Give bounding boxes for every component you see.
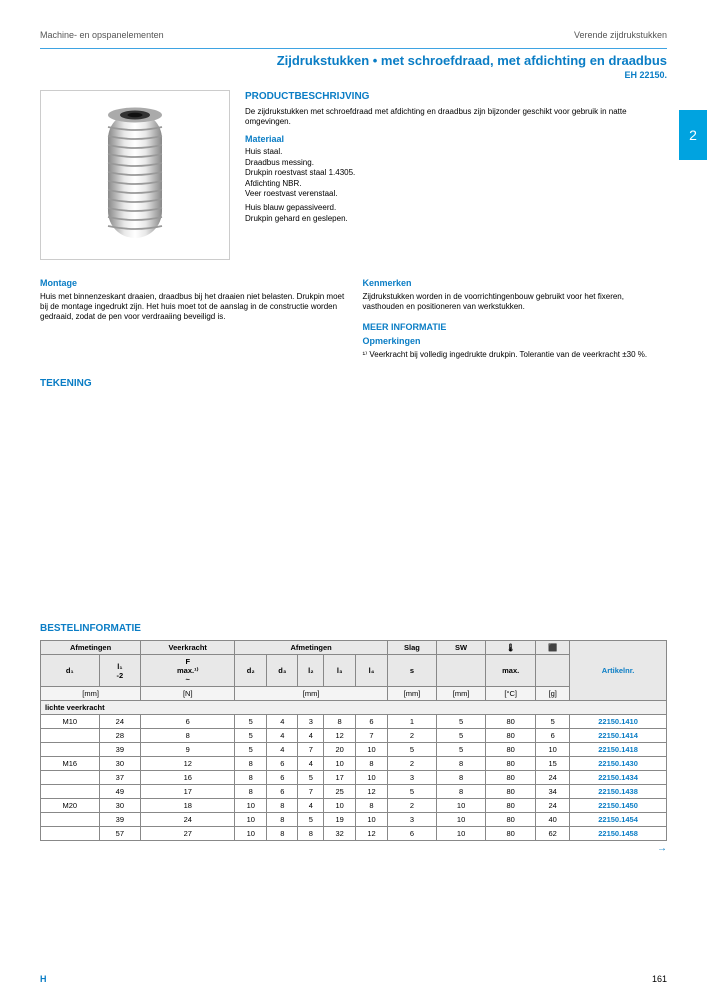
section-tab: 2: [679, 110, 707, 160]
opm-heading: Opmerkingen: [363, 336, 668, 348]
table-row: 572710883212610806222150.1458: [41, 827, 667, 841]
header-left: Machine- en opspanelementen: [40, 30, 164, 40]
footer-logo: H: [40, 974, 47, 984]
opm-text: ¹⁾ Veerkracht bij volledig ingedrukte dr…: [363, 350, 668, 360]
artikel-link[interactable]: 22150.1450: [570, 799, 667, 813]
kenmerken-heading: Kenmerken: [363, 278, 668, 290]
th-u-c: [°C]: [486, 687, 536, 701]
montage-text: Huis met binnenzeskant draaien, draadbus…: [40, 292, 345, 323]
th-art: Artikelnr.: [570, 641, 667, 701]
artikel-link[interactable]: 22150.1430: [570, 757, 667, 771]
th-u-mm3: [mm]: [387, 687, 436, 701]
th-u-mm4: [mm]: [437, 687, 486, 701]
header-right: Verende zijdrukstukken: [574, 30, 667, 40]
group-row: lichte veerkracht: [41, 701, 667, 715]
th-l3: l₃: [324, 655, 356, 687]
page-subtitle: EH 22150.: [40, 70, 667, 80]
page-number: 161: [652, 974, 667, 984]
drawing-area: [40, 395, 667, 605]
th-temp: 🌡: [486, 641, 536, 655]
th-l1: l₁ -2: [99, 655, 141, 687]
table-row: 2885441272580622150.1414: [41, 729, 667, 743]
th-l4: l₄: [356, 655, 388, 687]
meer-heading: MEER INFORMATIE: [363, 322, 668, 334]
th-l2: l₂: [298, 655, 324, 687]
table-row: 399547201055801022150.1418: [41, 743, 667, 757]
th-sw: SW: [437, 641, 486, 655]
artikel-link[interactable]: 22150.1434: [570, 771, 667, 785]
order-table: Afmetingen Veerkracht Afmetingen Slag SW…: [40, 640, 667, 841]
kenmerken-text: Zijdrukstukken worden in de voorrichting…: [363, 292, 668, 313]
th-gv: [536, 655, 570, 687]
th-u-mm1: [mm]: [41, 687, 141, 701]
th-slag: Slag: [387, 641, 436, 655]
artikel-link[interactable]: 22150.1454: [570, 813, 667, 827]
continue-arrow: →: [40, 843, 667, 854]
table-row: 4917867251258803422150.1438: [41, 785, 667, 799]
table-row: 3716865171038802422150.1434: [41, 771, 667, 785]
th-u-n: [N]: [141, 687, 235, 701]
artikel-link[interactable]: 22150.1418: [570, 743, 667, 757]
th-f: F max.¹⁾ ~: [141, 655, 235, 687]
th-d1: d₁: [41, 655, 100, 687]
th-veer: Veerkracht: [141, 641, 235, 655]
th-swv: [437, 655, 486, 687]
artikel-link[interactable]: 22150.1410: [570, 715, 667, 729]
materiaal-text: Huis staal. Draadbus messing. Drukpin ro…: [245, 147, 667, 199]
artikel-link[interactable]: 22150.1414: [570, 729, 667, 743]
artikel-link[interactable]: 22150.1438: [570, 785, 667, 799]
th-d3: d₃: [267, 655, 298, 687]
product-heading: PRODUCTBESCHRIJVING: [245, 90, 667, 103]
th-gew: ⬛: [536, 641, 570, 655]
bestel-heading: BESTELINFORMATIE: [40, 623, 667, 634]
artikel-link[interactable]: 22150.1458: [570, 827, 667, 841]
montage-heading: Montage: [40, 278, 345, 290]
th-u-mm2: [mm]: [235, 687, 388, 701]
tekening-heading: TEKENING: [40, 378, 667, 389]
th-tmax: max.: [486, 655, 536, 687]
table-row: M10246543861580522150.1410: [41, 715, 667, 729]
page-title: Zijdrukstukken • met schroefdraad, met a…: [277, 53, 667, 68]
product-desc: De zijdrukstukken met schroefdraad met a…: [245, 107, 667, 128]
table-row: M2030181084108210802422150.1450: [41, 799, 667, 813]
th-u-g: [g]: [536, 687, 570, 701]
uitvoering-text: Huis blauw gepassiveerd. Drukpin gehard …: [245, 203, 667, 224]
th-s: s: [387, 655, 436, 687]
table-row: M16301286410828801522150.1430: [41, 757, 667, 771]
materiaal-heading: Materiaal: [245, 134, 667, 146]
th-afm2: Afmetingen: [235, 641, 388, 655]
product-image: [40, 90, 230, 260]
th-afm1: Afmetingen: [41, 641, 141, 655]
th-d2: d₂: [235, 655, 267, 687]
table-row: 392410851910310804022150.1454: [41, 813, 667, 827]
